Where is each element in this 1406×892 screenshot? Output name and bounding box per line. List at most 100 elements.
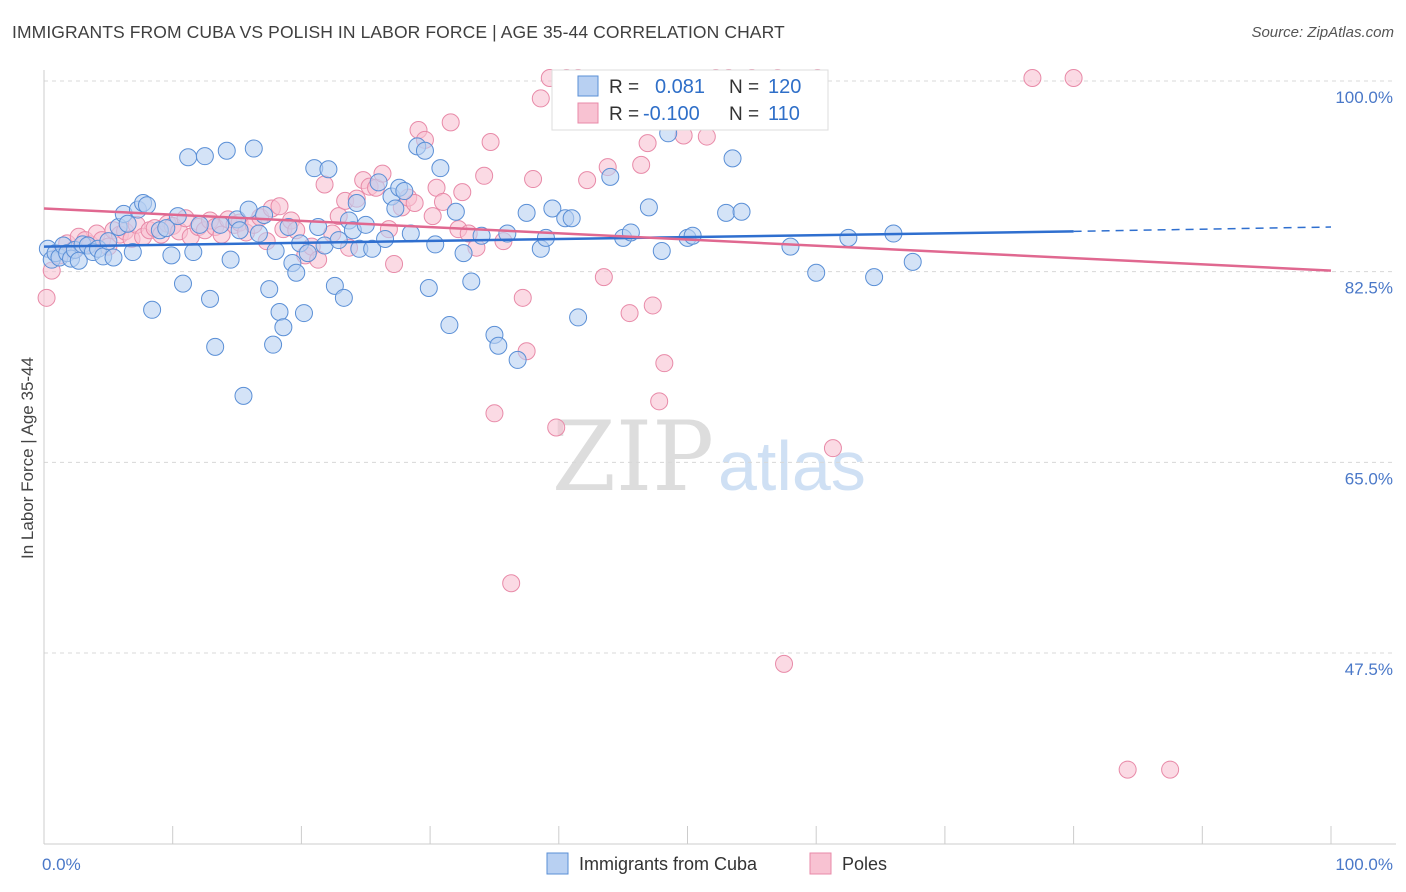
cuba-point — [244, 139, 263, 158]
bottom-legend-swatch-poles — [809, 852, 832, 875]
cuba-point — [376, 229, 395, 248]
cuba-point — [431, 159, 450, 178]
cuba-point — [179, 148, 198, 167]
cuba-point — [395, 182, 414, 201]
x-ticks — [43, 826, 1332, 844]
cuba-point — [137, 196, 156, 215]
poles-point — [650, 392, 669, 411]
cuba-point — [266, 241, 285, 260]
poles-point — [453, 183, 472, 202]
poles-point — [37, 288, 56, 307]
poles-point — [594, 268, 613, 287]
cuba-point — [118, 214, 137, 233]
cuba-point — [723, 149, 742, 168]
legend-n-label-cuba: N = — [729, 77, 759, 98]
y-tick-label: 82.5% — [1345, 279, 1393, 298]
grid-lines — [44, 80, 1396, 654]
cuba-point — [334, 288, 353, 307]
cuba-point — [294, 304, 313, 323]
poles-point — [405, 194, 424, 213]
poles-point — [775, 654, 794, 673]
cuba-point — [569, 308, 588, 327]
cuba-point — [211, 215, 230, 234]
cuba-point — [162, 246, 181, 265]
cuba-point — [287, 263, 306, 282]
bottom-legend-label-cuba: Immigrants from Cuba — [579, 854, 758, 874]
watermark-zip: ZIP — [552, 401, 714, 513]
cuba-point — [717, 203, 736, 222]
cuba-point — [279, 217, 298, 236]
cuba-point — [347, 194, 366, 213]
cuba-point — [652, 241, 671, 260]
watermark-atlas: atlas — [718, 427, 866, 505]
cuba-point — [839, 228, 858, 247]
cuba-point — [865, 268, 884, 287]
cuba-point — [732, 202, 751, 221]
legend-swatch-cuba — [577, 75, 599, 97]
poles-point — [270, 197, 289, 216]
legend-n-label-poles: N = — [729, 104, 759, 125]
cuba-point — [195, 147, 214, 166]
cuba-point — [440, 316, 459, 335]
cuba-point — [508, 350, 527, 369]
cuba-point — [489, 336, 508, 355]
cuba-point — [143, 300, 162, 319]
chart-source: Source: ZipAtlas.com — [1251, 24, 1394, 41]
poles-point — [385, 255, 404, 274]
cuba-point — [325, 276, 344, 295]
poles-point — [643, 296, 662, 315]
cuba-point — [517, 203, 536, 222]
cuba-point — [562, 209, 581, 228]
legend-box: R = 0.081 N = 120 R = -0.100 N = 110 — [551, 69, 829, 131]
poles-point — [1161, 760, 1180, 779]
cuba-point — [255, 206, 274, 225]
legend-n-value-poles: 110 — [768, 103, 800, 125]
poles-point — [423, 207, 442, 226]
poles-point — [502, 574, 521, 593]
cuba-point — [639, 198, 658, 217]
cuba-point — [419, 279, 438, 298]
poles-point — [632, 155, 651, 174]
poles-point — [513, 288, 532, 307]
legend-r-value-cuba: 0.081 — [655, 76, 705, 98]
cuba-point — [454, 244, 473, 263]
poles-point — [547, 418, 566, 437]
cuba-point — [415, 141, 434, 160]
cuba-trend-extension — [1073, 226, 1332, 233]
cuba-point — [239, 200, 258, 219]
poles-point — [475, 166, 494, 185]
cuba-point — [234, 386, 253, 405]
cuba-point — [190, 215, 209, 234]
poles-point — [578, 171, 597, 190]
cuba-point — [201, 289, 220, 308]
poles-point — [531, 89, 550, 108]
cuba-point — [903, 252, 922, 271]
cuba-point — [298, 244, 317, 263]
legend-r-value-poles: -0.100 — [643, 103, 700, 125]
legend-swatch-poles — [577, 102, 599, 124]
cuba-point — [462, 272, 481, 291]
cuba-point — [173, 274, 192, 293]
cuba-points — [38, 124, 922, 405]
cuba-point — [260, 280, 279, 299]
cuba-point — [221, 250, 240, 269]
cuba-point — [369, 173, 388, 192]
poles-point — [1064, 69, 1083, 87]
poles-point — [481, 133, 500, 152]
x-axis-label-left: 0.0% — [42, 855, 81, 874]
cuba-point — [264, 335, 283, 354]
cuba-point — [319, 160, 338, 179]
poles-point — [433, 192, 452, 211]
cuba-point — [807, 263, 826, 282]
cuba-point — [363, 239, 382, 258]
poles-point — [1023, 69, 1042, 87]
poles-point — [441, 113, 460, 132]
cuba-point — [446, 202, 465, 221]
axes — [43, 70, 1396, 845]
cuba-point — [230, 221, 249, 240]
bottom-legend-swatch-cuba — [546, 852, 569, 875]
legend-n-value-cuba: 120 — [768, 76, 801, 98]
y-tick-labels: 100.0% 82.5% 65.0% 47.5% — [1335, 88, 1393, 679]
poles-point — [1118, 760, 1137, 779]
legend-r-label-cuba: R = — [609, 77, 639, 98]
